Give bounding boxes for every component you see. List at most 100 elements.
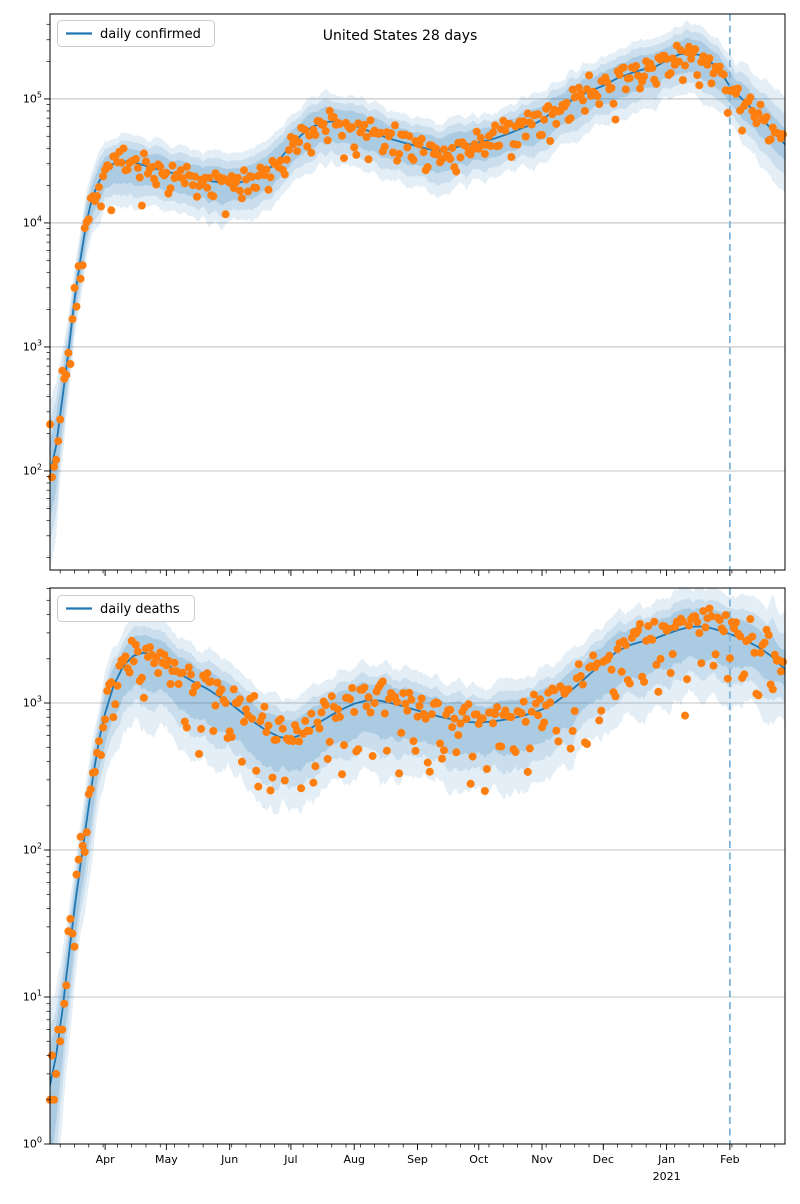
data-point: [182, 162, 191, 171]
data-point: [397, 728, 406, 737]
data-point: [779, 130, 787, 139]
data-point: [701, 623, 710, 632]
data-point: [666, 669, 675, 677]
data-point: [66, 914, 75, 923]
data-point: [393, 698, 402, 706]
data-point: [664, 624, 673, 633]
data-point: [168, 161, 177, 170]
data-point: [105, 162, 114, 171]
data-point: [513, 140, 522, 149]
data-point: [229, 685, 238, 694]
x-tick-label: Jan: [657, 1153, 675, 1166]
data-point: [362, 133, 371, 141]
data-point: [68, 315, 77, 324]
data-point: [487, 142, 495, 150]
data-point: [760, 638, 769, 647]
data-point: [70, 283, 79, 292]
data-point: [162, 168, 171, 177]
data-point: [48, 473, 56, 482]
data-point: [607, 84, 616, 92]
data-point: [693, 71, 702, 80]
data-point: [527, 707, 536, 716]
data-point: [546, 698, 555, 707]
data-point: [125, 668, 134, 677]
data-point: [276, 715, 285, 724]
data-point: [258, 712, 267, 721]
data-point: [566, 114, 575, 123]
data-point: [448, 723, 457, 732]
data-point: [595, 716, 604, 725]
data-point: [278, 724, 287, 733]
data-point: [566, 744, 575, 753]
data-point: [182, 723, 191, 732]
data-point: [395, 150, 404, 158]
data-point: [101, 715, 110, 724]
data-point: [282, 155, 291, 164]
data-point: [578, 96, 587, 105]
band-outer: [50, 20, 785, 570]
data-point: [678, 617, 687, 626]
data-point: [235, 695, 244, 704]
data-point: [725, 654, 734, 663]
x-tick-label: Oct: [469, 1153, 489, 1166]
data-point: [262, 165, 271, 174]
data-point: [719, 70, 728, 79]
data-point: [681, 711, 689, 720]
data-point: [237, 757, 246, 766]
legend-deaths: daily deaths: [57, 595, 195, 622]
data-point: [409, 737, 418, 746]
data-point: [462, 715, 471, 723]
data-point: [482, 765, 491, 773]
data-point: [235, 186, 244, 195]
data-point: [366, 708, 375, 717]
data-point: [570, 707, 579, 715]
data-point: [519, 697, 528, 706]
data-point: [715, 615, 724, 624]
data-point: [446, 155, 455, 164]
data-point: [407, 695, 416, 704]
data-point: [580, 106, 589, 115]
data-point: [621, 641, 630, 650]
data-point: [640, 677, 649, 686]
data-point: [399, 689, 408, 698]
data-point: [315, 724, 324, 733]
data-point: [170, 658, 179, 667]
data-point: [240, 717, 248, 726]
data-point: [52, 1069, 61, 1078]
data-point: [268, 773, 277, 782]
data-point: [76, 274, 85, 283]
data-point: [248, 714, 257, 723]
data-point: [732, 618, 740, 627]
data-point: [99, 172, 108, 181]
data-point: [401, 699, 410, 708]
data-point: [54, 437, 63, 446]
x-tick-label: Jul: [283, 1153, 297, 1166]
data-point: [72, 870, 81, 879]
data-point: [409, 156, 418, 164]
data-point: [319, 119, 328, 128]
axes-frame: [49, 13, 786, 571]
data-point: [446, 705, 455, 714]
data-point: [289, 737, 297, 746]
data-point: [152, 180, 161, 189]
data-point: [370, 699, 379, 708]
data-point: [325, 737, 334, 746]
data-point: [338, 131, 346, 140]
data-point: [423, 758, 432, 767]
band-inner: [50, 37, 785, 521]
data-point: [325, 106, 334, 115]
y-tick-label: 103: [23, 695, 42, 710]
data-point: [734, 84, 742, 93]
x-tick-label: Sep: [407, 1153, 428, 1166]
data-point: [529, 690, 538, 699]
data-point: [366, 116, 375, 125]
data-point: [340, 154, 348, 163]
data-point: [293, 147, 301, 156]
data-point: [748, 632, 757, 641]
data-point: [746, 615, 755, 624]
data-point: [205, 173, 214, 182]
data-point: [705, 604, 714, 613]
data-point: [142, 157, 150, 166]
data-point: [350, 143, 359, 152]
